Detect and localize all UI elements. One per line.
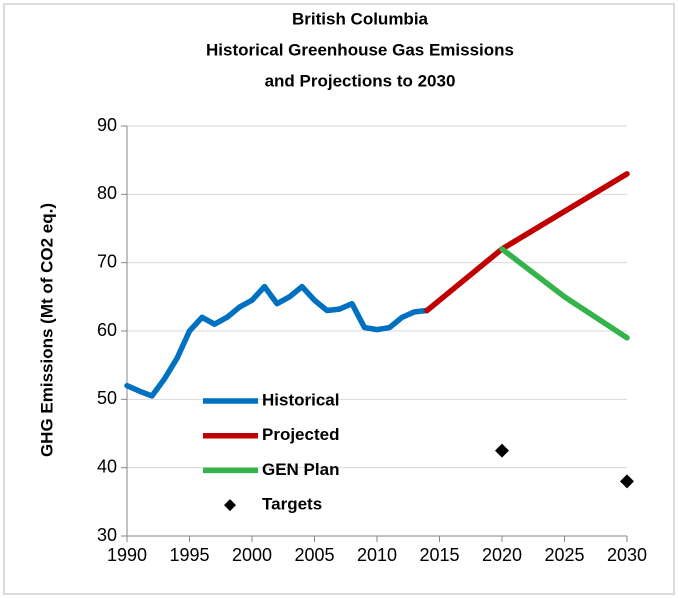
x-tick-label: 2010 <box>357 545 397 565</box>
x-tick-label: 2015 <box>419 545 459 565</box>
legend-label: Projected <box>262 425 339 444</box>
x-tick-label: 2000 <box>232 545 272 565</box>
y-tick-label: 50 <box>97 388 117 408</box>
chart-title: Historical Greenhouse Gas Emissions <box>206 40 514 59</box>
y-tick-label: 30 <box>97 525 117 545</box>
target-point <box>620 474 634 489</box>
y-tick-label: 60 <box>97 320 117 340</box>
x-tick-label: 1990 <box>107 545 147 565</box>
y-tick-label: 90 <box>97 115 117 135</box>
y-axis-label: GHG Emissions (Mt of CO2 eq.) <box>37 203 56 457</box>
x-tick-label: 2005 <box>294 545 334 565</box>
x-tick-label: 2025 <box>544 545 584 565</box>
series-line <box>424 171 630 314</box>
x-tick-label: 2030 <box>607 545 647 565</box>
chart-frame <box>3 3 675 595</box>
legend-label: Targets <box>262 495 322 514</box>
y-tick-label: 80 <box>97 183 117 203</box>
x-tick-label: 1995 <box>169 545 209 565</box>
series-line <box>124 283 430 399</box>
target-point <box>495 443 509 458</box>
legend-label: GEN Plan <box>262 460 339 479</box>
chart-title: and Projections to 2030 <box>265 71 456 90</box>
chart-title: British Columbia <box>292 9 429 28</box>
series-line <box>499 246 630 341</box>
x-tick-label: 2020 <box>482 545 522 565</box>
legend-marker <box>224 499 236 512</box>
y-tick-label: 40 <box>97 456 117 476</box>
legend-label: Historical <box>262 390 339 409</box>
y-tick-label: 70 <box>97 251 117 271</box>
